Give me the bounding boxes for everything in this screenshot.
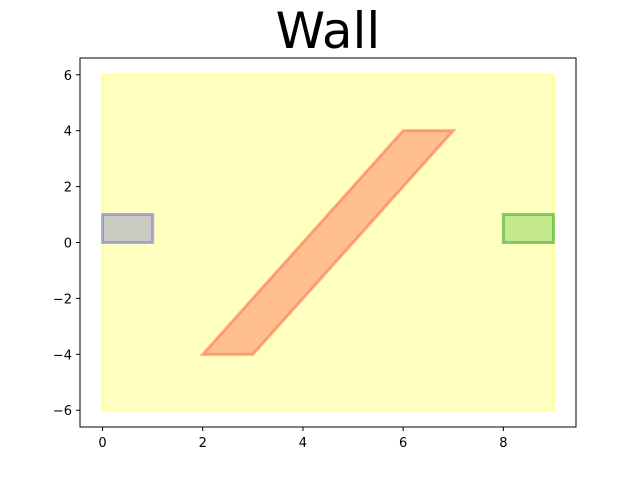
y-tick-label: −6: [53, 404, 72, 419]
x-tick-label: 6: [399, 436, 407, 451]
y-tick-label: 6: [64, 69, 72, 84]
y-tick-label: −2: [53, 292, 72, 307]
chart-title: Wall: [276, 2, 381, 60]
x-tick-label: 4: [299, 436, 307, 451]
y-tick-label: 2: [64, 181, 72, 196]
shape-start: [101, 213, 155, 244]
x-tick-label: 0: [98, 436, 106, 451]
shape-goal: [501, 213, 555, 244]
y-tick-label: −4: [53, 348, 72, 363]
y-tick-label: 4: [64, 125, 72, 140]
x-tick-label: 2: [199, 436, 207, 451]
shape-wall: [199, 129, 457, 356]
x-tick-label: 8: [499, 436, 507, 451]
y-tick-label: 0: [64, 237, 72, 252]
plot-area: 0 2 4 6 8 −6 −4 −2 0 2 4 6: [53, 57, 577, 451]
